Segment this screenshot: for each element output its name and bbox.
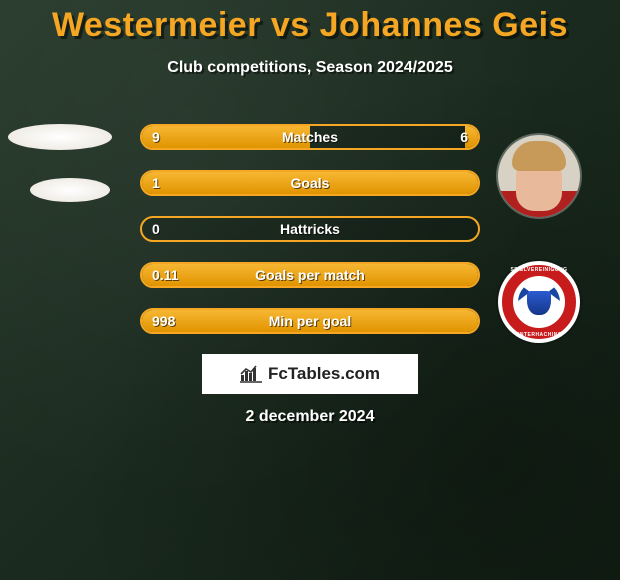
stat-label: Matches — [142, 126, 478, 148]
subtitle: Club competitions, Season 2024/2025 — [0, 59, 620, 77]
stat-row: 1 Goals — [140, 170, 480, 196]
bar-chart-icon — [240, 365, 262, 383]
stat-label: Goals per match — [142, 264, 478, 286]
stats-container: 9 Matches 6 1 Goals 0 Hattricks 0.11 Goa… — [140, 124, 480, 354]
stat-row: 0.11 Goals per match — [140, 262, 480, 288]
left-graphic-ellipse-icon — [30, 178, 110, 202]
watermark: FcTables.com — [202, 354, 418, 394]
badge-top-text: SPIELVEREINIGUNG — [498, 267, 580, 273]
badge-bottom-text: UNTERHACHING — [498, 332, 580, 338]
stat-value-right: 6 — [460, 126, 468, 148]
left-graphic-ellipse-icon — [8, 124, 112, 150]
hair-shape — [512, 141, 566, 171]
stat-row: 998 Min per goal — [140, 308, 480, 334]
stat-label: Min per goal — [142, 310, 478, 332]
stat-label: Goals — [142, 172, 478, 194]
badge-inner — [518, 281, 560, 323]
page-title: Westermeier vs Johannes Geis — [0, 0, 620, 45]
watermark-text: FcTables.com — [268, 364, 380, 384]
stat-row: 0 Hattricks — [140, 216, 480, 242]
player-photo-right — [498, 135, 580, 217]
date-text: 2 december 2024 — [0, 408, 620, 426]
badge-shield-icon — [527, 291, 551, 315]
stat-label: Hattricks — [142, 218, 478, 240]
stat-row: 9 Matches 6 — [140, 124, 480, 150]
club-badge-right: SPIELVEREINIGUNG UNTERHACHING — [498, 261, 580, 343]
